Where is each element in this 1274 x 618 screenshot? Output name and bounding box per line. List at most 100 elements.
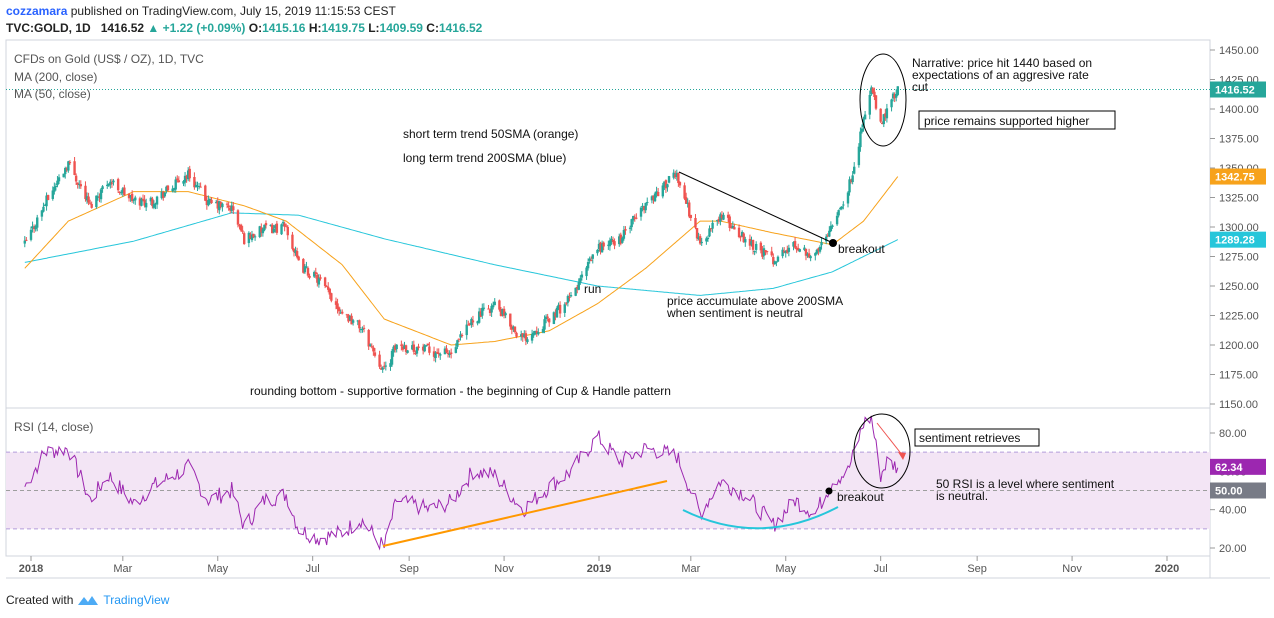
candle-body	[698, 236, 702, 244]
candle-body	[339, 312, 342, 314]
candle-body	[120, 192, 123, 194]
candle-body	[675, 172, 679, 177]
breakout-dot	[829, 239, 837, 247]
candle-body	[697, 237, 700, 240]
candle-body	[247, 232, 251, 244]
candle-body	[154, 203, 157, 205]
candle-body	[826, 235, 829, 237]
candle-body	[501, 309, 504, 315]
candle-body	[383, 365, 386, 367]
candle-body	[313, 272, 316, 277]
time-tick-label: May	[775, 563, 796, 575]
candle-body	[555, 307, 559, 318]
candle-body	[563, 304, 566, 313]
candle-body	[151, 198, 154, 207]
candle-body	[345, 314, 349, 316]
candle-body	[176, 178, 179, 180]
candle-body	[568, 296, 571, 298]
candle-body	[337, 307, 341, 312]
candle-body	[204, 185, 207, 201]
candle-body	[848, 179, 851, 193]
candle-body	[895, 93, 898, 98]
price-tick-label: 1275.00	[1219, 252, 1259, 264]
candle-body	[208, 199, 212, 201]
candle-body	[177, 180, 181, 183]
chart-canvas[interactable]: 1450.001425.001400.001375.001350.001325.…	[0, 0, 1274, 590]
downtrend-line[interactable]	[678, 171, 834, 244]
candle-body	[619, 234, 622, 244]
candle-body	[57, 177, 61, 182]
rsi-tick-label: 80.00	[1219, 428, 1247, 440]
candle-body	[230, 205, 233, 211]
rsi-cup-curve[interactable]	[682, 506, 839, 530]
tradingview-brand-link[interactable]: TradingView	[103, 593, 170, 607]
candle-body	[809, 256, 812, 259]
candle-body	[678, 182, 682, 186]
candle-body	[646, 201, 649, 203]
candle-body	[448, 353, 451, 355]
candle-body	[362, 327, 366, 329]
candle-body	[29, 229, 33, 240]
low-label: L:	[368, 21, 380, 35]
price-tick-label: 1250.00	[1219, 281, 1259, 293]
candle-body	[759, 242, 763, 251]
author-link[interactable]: cozzamara	[6, 4, 68, 18]
candle-body	[356, 320, 359, 322]
candle-body	[656, 191, 660, 197]
candle-body	[56, 180, 59, 186]
candle-body	[174, 179, 177, 190]
candle-body	[325, 286, 328, 288]
candle-body	[390, 350, 394, 365]
candle-body	[672, 172, 675, 178]
candle-body	[546, 316, 549, 318]
rsi-peak-ellipse[interactable]	[853, 413, 911, 489]
candle-body	[835, 215, 839, 225]
candle-body	[642, 206, 646, 211]
candle-body	[509, 313, 512, 327]
rounding-bottom-text: rounding bottom - supportive formation -…	[250, 384, 671, 398]
candle-body	[544, 316, 548, 320]
candle-body	[628, 227, 632, 229]
sentiment-box[interactable]	[914, 428, 1040, 447]
price-peak-ellipse[interactable]	[859, 53, 907, 147]
candle-body	[709, 228, 713, 230]
candle-body	[825, 236, 828, 242]
ma50-series	[24, 176, 899, 346]
candle-body	[306, 268, 310, 276]
candle-body	[460, 334, 464, 336]
candle-body	[717, 218, 721, 222]
candle-body	[558, 304, 562, 314]
candle-body	[611, 239, 615, 242]
candle-body	[885, 108, 889, 119]
candle-body	[359, 329, 363, 331]
candle-body	[618, 236, 621, 245]
time-tick-label: Mar	[681, 563, 700, 575]
candle-body	[470, 319, 473, 325]
candle-body	[381, 367, 384, 370]
candle-body	[67, 161, 70, 171]
candle-body	[426, 343, 430, 346]
low-value: 1409.59	[379, 21, 423, 35]
candle-body	[476, 321, 479, 324]
candle-body	[292, 249, 296, 253]
candle-body	[317, 277, 321, 285]
candle-body	[221, 203, 224, 208]
rsi-breakout-text: breakout	[837, 490, 884, 504]
candle-body	[731, 225, 735, 229]
candle-body	[871, 88, 875, 93]
price-supported-box[interactable]	[918, 110, 1116, 130]
candle-body	[689, 214, 693, 218]
candle-body	[118, 191, 121, 193]
rsi-uptrend-line[interactable]	[382, 480, 668, 547]
candle-body	[319, 277, 322, 279]
candle-body	[132, 199, 135, 201]
candle-body	[535, 331, 538, 333]
time-tick-label: 2018	[19, 563, 43, 575]
candle-body	[249, 234, 252, 239]
candle-body	[719, 214, 722, 222]
created-with-text: Created with	[6, 593, 74, 607]
candle-body	[488, 309, 492, 314]
candle-body	[795, 247, 798, 250]
candle-body	[193, 177, 196, 188]
candle-body	[566, 296, 570, 303]
